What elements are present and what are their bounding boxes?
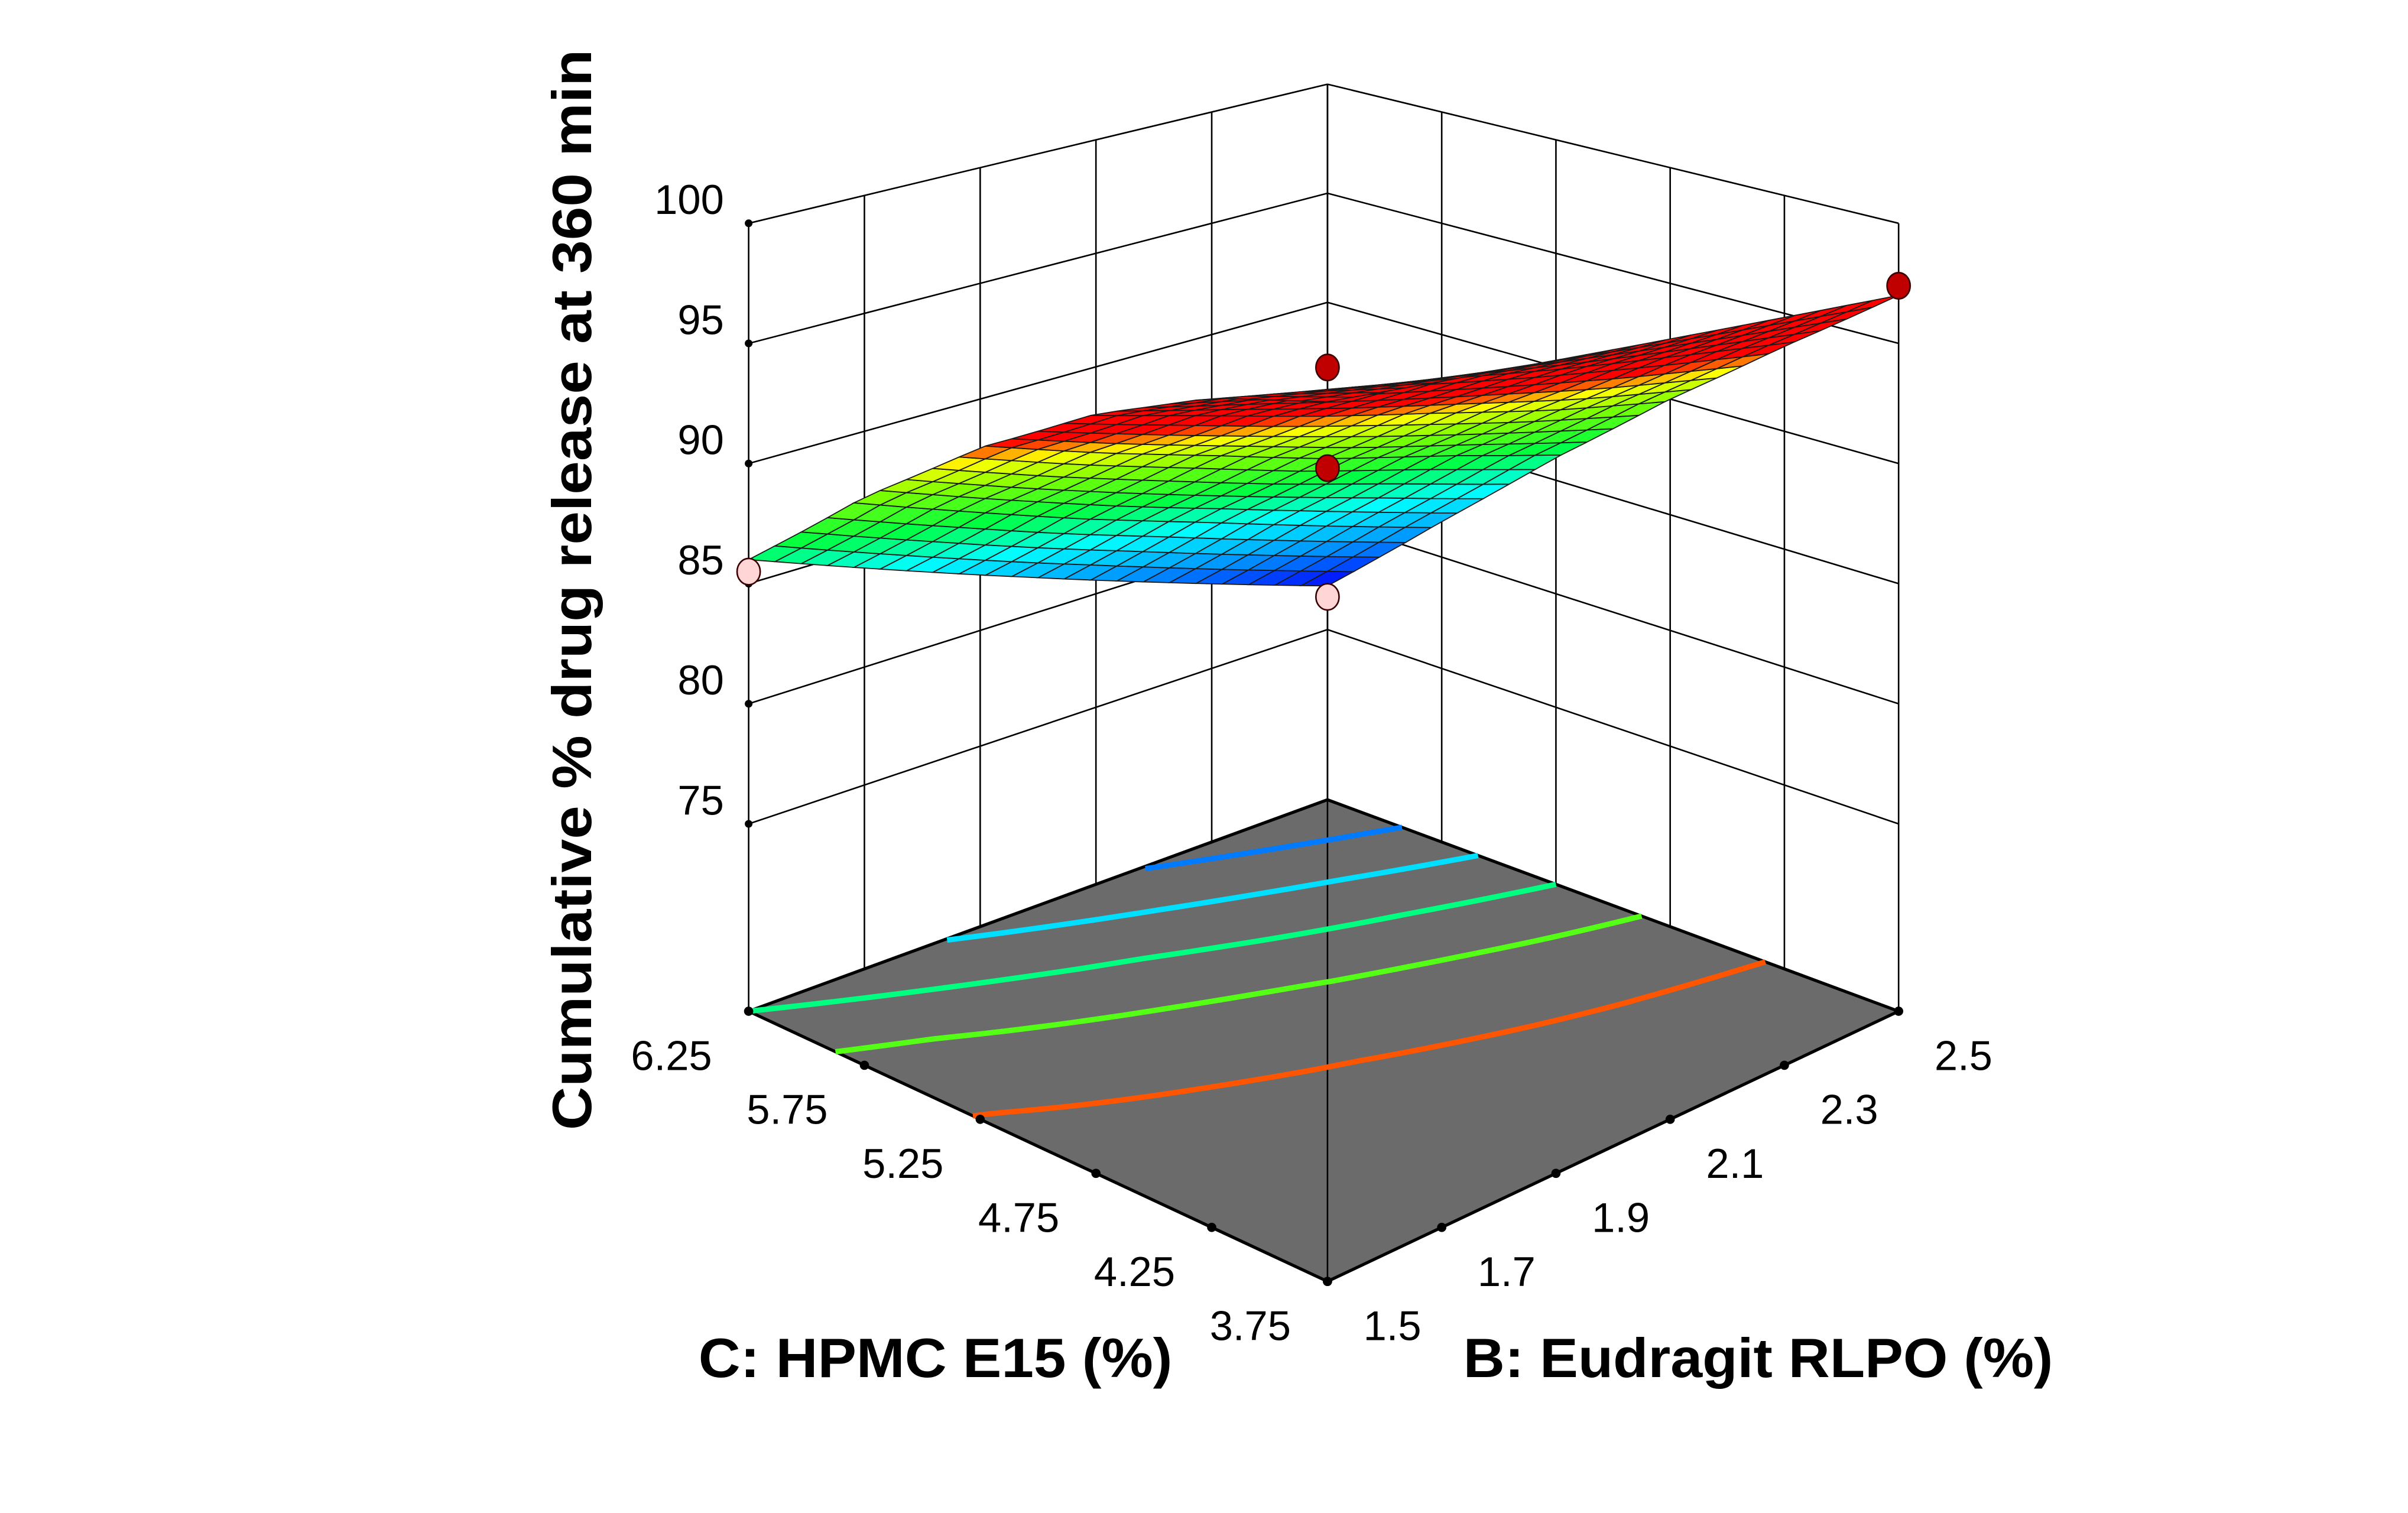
design-point <box>1315 583 1340 611</box>
c-tick-label: 5.75 <box>747 1086 827 1133</box>
z-tick-label: 80 <box>677 657 723 703</box>
floor-plane <box>744 798 1903 1284</box>
left-wall-z-gridline <box>748 628 1328 825</box>
c-tick-mark <box>859 1060 869 1070</box>
left-wall-z-gridline <box>748 192 1328 345</box>
design-points <box>736 271 1912 611</box>
b-tick-mark <box>1665 1115 1675 1124</box>
b-tick-label: 2.1 <box>1706 1140 1764 1187</box>
right-wall-z-gridline <box>1327 83 1899 225</box>
floor-contour-line <box>835 913 1643 1055</box>
surface-cell <box>1301 396 1354 402</box>
c-tick-label: 5.25 <box>862 1140 943 1187</box>
z-tick-label: 75 <box>677 777 723 823</box>
b-tick-mark <box>1437 1222 1447 1232</box>
b-tick-label: 1.7 <box>1478 1248 1536 1295</box>
z-tick-label: 100 <box>654 176 724 223</box>
b-tick-mark <box>1551 1168 1561 1178</box>
c-tick-label: 4.75 <box>978 1194 1059 1241</box>
c-tick-label: 4.25 <box>1094 1248 1175 1295</box>
b-tick-mark <box>1323 1277 1332 1286</box>
b-tick-label: 2.3 <box>1820 1086 1878 1133</box>
left-wall-z-gridline <box>748 301 1328 465</box>
response-surface <box>747 294 1899 587</box>
design-point <box>1886 271 1912 300</box>
floor-contour-line <box>946 852 1479 943</box>
right-wall-z-gridline <box>1327 629 1899 825</box>
c-tick-mark <box>975 1115 985 1124</box>
design-point <box>1315 454 1340 482</box>
z-tick-mark <box>745 459 753 467</box>
design-point <box>1315 353 1340 382</box>
z-tick-label: 95 <box>677 296 723 343</box>
z-tick-mark <box>745 700 753 708</box>
b-tick-mark <box>1780 1060 1789 1070</box>
c-axis-title: C: HPMC E15 (%) <box>699 1327 1173 1389</box>
b-axis-title: B: Eudragit RLPO (%) <box>1463 1327 2053 1389</box>
c-tick-label: 6.25 <box>631 1032 712 1079</box>
floor-contour-line <box>972 959 1767 1119</box>
b-tick-mark <box>1894 1006 1904 1016</box>
c-tick-mark <box>744 1006 754 1016</box>
left-wall-z-gridline <box>748 83 1328 225</box>
b-tick-label: 1.9 <box>1592 1194 1650 1241</box>
design-point <box>736 557 761 586</box>
tick-labels: 100 95 90 85 80 75 6.25 5.75 5.25 4.75 4.25 3.75 1.5… <box>631 176 1992 1349</box>
b-tick-label: 2.5 <box>1935 1032 1992 1079</box>
z-tick-label: 85 <box>677 537 723 583</box>
c-tick-label: 3.75 <box>1210 1302 1291 1349</box>
floor-contour-line <box>1145 824 1403 872</box>
z-tick-mark <box>745 820 753 828</box>
b-tick-label: 1.5 <box>1364 1302 1422 1349</box>
right-wall-z-gridline <box>1327 520 1899 704</box>
c-tick-mark <box>1091 1168 1101 1178</box>
c-tick-mark <box>1207 1222 1216 1232</box>
floor-contour-line <box>748 881 1557 1014</box>
z-tick-label: 90 <box>677 417 723 463</box>
z-axis-title: Cumulative % drug release at 360 min <box>541 50 603 1131</box>
z-tick-mark <box>745 219 753 228</box>
z-tick-mark <box>745 339 753 348</box>
